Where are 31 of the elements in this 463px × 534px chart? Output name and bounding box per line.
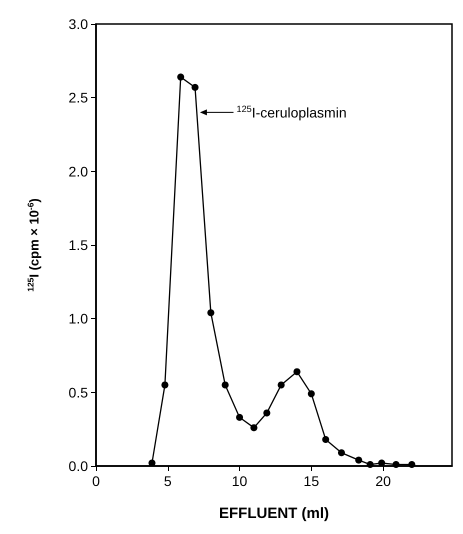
point (250, 424, 258, 432)
point (322, 436, 330, 443)
y-tick-label: 0.0 (68, 458, 88, 474)
point (408, 461, 416, 468)
point (222, 381, 229, 388)
x-axis-title: EFFLUENT (ml) (219, 505, 329, 522)
point (263, 409, 270, 416)
point (355, 456, 362, 464)
point (207, 309, 214, 316)
y-tick-label: 1.5 (68, 237, 88, 253)
x-tick-label: 20 (375, 473, 392, 489)
point (177, 74, 184, 81)
point (308, 390, 315, 398)
y-axis-title: 125I (cpm × 10-6) (26, 198, 42, 292)
y-tick-label: 1.0 (68, 310, 88, 327)
y-tick-label: 3.0 (68, 16, 88, 32)
x-tick-label: 0 (92, 473, 100, 489)
point (161, 381, 168, 388)
point (293, 368, 300, 376)
point (366, 461, 374, 468)
y-tick-label: 2.0 (68, 163, 88, 180)
x-tick-label: 15 (304, 473, 320, 489)
point (392, 461, 400, 468)
point (192, 84, 199, 91)
point (236, 414, 244, 421)
point (338, 449, 345, 456)
y-tick-label: 0.5 (68, 384, 88, 400)
point (278, 381, 285, 388)
y-tick-label: 2.5 (68, 90, 88, 106)
x-tick-label: 5 (164, 473, 172, 489)
x-tick-label: 10 (232, 473, 248, 489)
